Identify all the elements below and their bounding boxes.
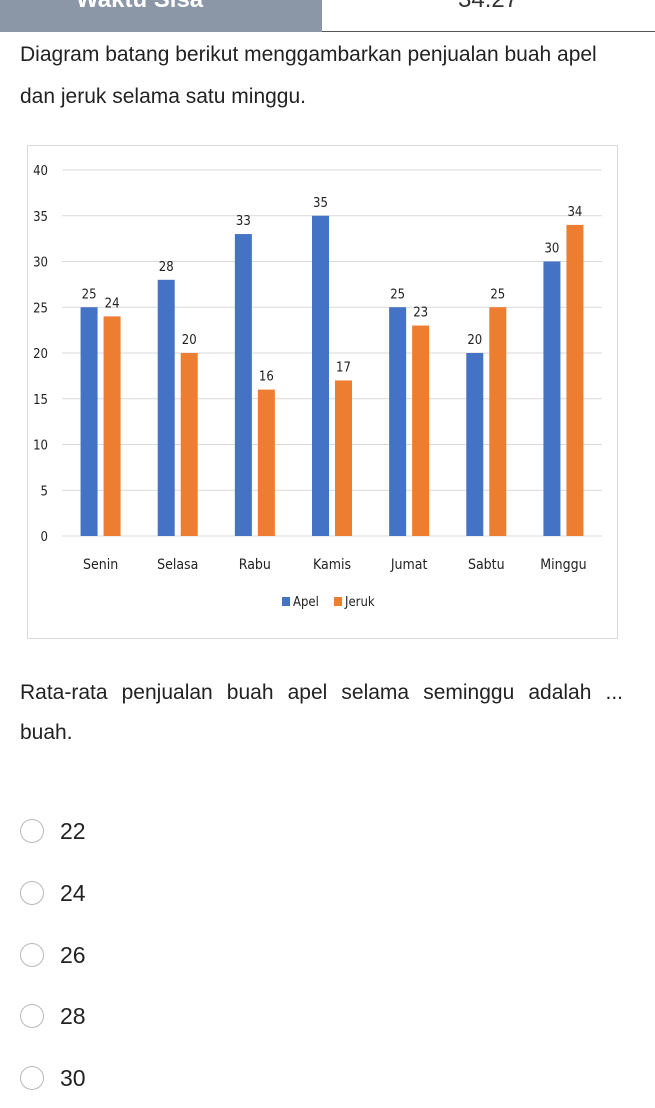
data-label: 16 bbox=[259, 370, 274, 385]
bar-jeruk bbox=[257, 389, 275, 536]
option-a[interactable]: 22 bbox=[20, 814, 320, 848]
bar-apel bbox=[543, 261, 561, 536]
data-label: 33 bbox=[236, 214, 251, 229]
y-tick-label: 30 bbox=[33, 256, 48, 271]
bar-jeruk bbox=[412, 325, 430, 536]
data-label: 25 bbox=[390, 287, 405, 302]
legend-label: Jeruk bbox=[344, 595, 375, 610]
bar-jeruk bbox=[180, 353, 198, 536]
option-label: 24 bbox=[60, 879, 86, 906]
bar-jeruk bbox=[566, 224, 584, 536]
y-tick-label: 40 bbox=[33, 164, 48, 179]
legend-swatch-jeruk bbox=[334, 597, 342, 606]
y-tick-label: 15 bbox=[33, 393, 48, 408]
option-c[interactable]: 26 bbox=[20, 938, 320, 972]
data-label: 20 bbox=[182, 333, 197, 348]
y-tick-label: 20 bbox=[33, 347, 48, 362]
bar-apel bbox=[234, 234, 252, 537]
data-label: 28 bbox=[159, 260, 174, 275]
bar-chart: 0 5 10 15 20 25 30 35 40 25 24 Senin 28 20 Selasa 33 16 R… bbox=[27, 145, 618, 639]
option-label: 26 bbox=[60, 941, 86, 968]
y-tick-label: 35 bbox=[33, 210, 48, 225]
radio-button[interactable] bbox=[20, 1004, 44, 1028]
y-tick-label: 5 bbox=[41, 484, 48, 499]
data-label: 34 bbox=[567, 205, 582, 220]
question-intro: Diagram batang berikut menggambarkan pen… bbox=[20, 43, 597, 108]
option-d[interactable]: 28 bbox=[20, 999, 320, 1033]
option-label: 30 bbox=[60, 1064, 86, 1091]
radio-button[interactable] bbox=[20, 819, 44, 843]
x-tick-label: Minggu bbox=[540, 557, 586, 573]
data-label: 25 bbox=[490, 287, 505, 302]
data-label: 30 bbox=[544, 242, 559, 257]
option-e[interactable]: 30 bbox=[20, 1061, 320, 1095]
y-tick-label: 0 bbox=[41, 530, 48, 545]
x-tick-label: Senin bbox=[83, 557, 118, 573]
x-tick-label: Sabtu bbox=[468, 557, 505, 573]
bar-apel bbox=[389, 307, 407, 536]
divider bbox=[322, 31, 655, 32]
bar-jeruk bbox=[335, 380, 352, 536]
option-label: 22 bbox=[60, 817, 86, 844]
bar-apel bbox=[312, 215, 329, 536]
option-label: 28 bbox=[60, 1002, 86, 1029]
data-label: 17 bbox=[336, 360, 351, 375]
timer-value: 34:27 bbox=[458, 0, 518, 14]
x-tick-label: Jumat bbox=[390, 557, 428, 573]
legend-label: Apel bbox=[293, 595, 319, 610]
data-label: 35 bbox=[313, 196, 328, 211]
bar-apel bbox=[466, 353, 484, 536]
data-label: 20 bbox=[467, 333, 482, 348]
top-bar: Waktu Sisa 34:27 bbox=[0, 0, 655, 32]
radio-button[interactable] bbox=[20, 943, 44, 967]
timer-label: Waktu Sisa bbox=[76, 0, 203, 14]
timer-tab: Waktu Sisa bbox=[0, 0, 322, 32]
radio-button[interactable] bbox=[20, 881, 44, 905]
x-tick-label: Rabu bbox=[239, 557, 271, 573]
bar-apel bbox=[80, 307, 98, 536]
option-b[interactable]: 24 bbox=[20, 876, 320, 910]
data-label: 24 bbox=[105, 296, 120, 311]
bar-jeruk bbox=[489, 307, 507, 536]
x-tick-label: Kamis bbox=[313, 557, 351, 573]
chart-svg: 0 5 10 15 20 25 30 35 40 25 24 Senin 28 20 Selasa 33 16 R… bbox=[33, 164, 602, 610]
radio-button[interactable] bbox=[20, 1066, 44, 1090]
y-tick-label: 10 bbox=[33, 439, 48, 454]
data-label: 25 bbox=[82, 287, 97, 302]
bar-apel bbox=[157, 279, 175, 536]
x-tick-label: Selasa bbox=[157, 557, 198, 573]
bar-jeruk bbox=[103, 316, 121, 536]
question-prompt: Rata-rata penjualan buah apel selama sem… bbox=[20, 681, 623, 744]
data-label: 23 bbox=[413, 306, 428, 321]
legend-swatch-apel bbox=[282, 597, 290, 606]
y-tick-label: 25 bbox=[33, 301, 48, 316]
